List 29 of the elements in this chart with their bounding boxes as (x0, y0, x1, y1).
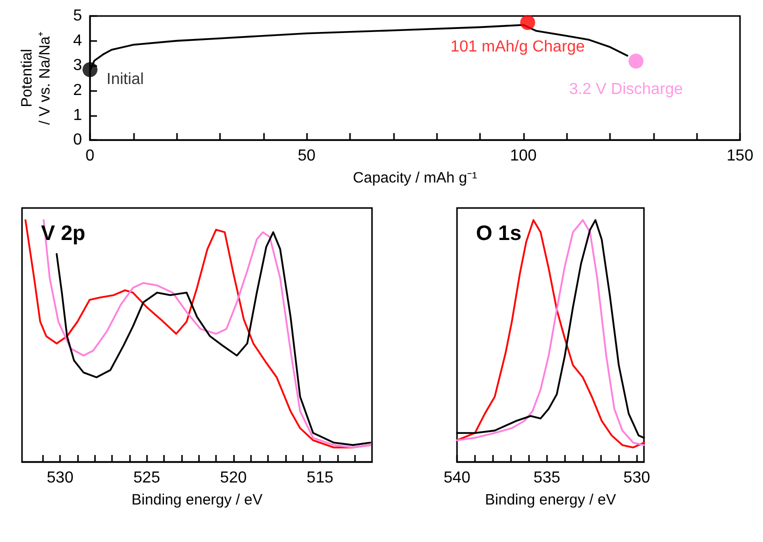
y-tick-label: 5 (73, 8, 82, 24)
x-tick-label: 520 (220, 470, 247, 486)
x-axis-title: Binding energy / eV (132, 491, 262, 508)
x-tick-label: 0 (86, 148, 95, 165)
chart-title: O 1s (476, 222, 522, 245)
y-tick-label: 1 (73, 106, 82, 124)
x-tick-label: 100 (510, 148, 537, 165)
y-axis-title: Potential / V vs. Na/Na⁺ (18, 31, 54, 125)
x-tick-label: 50 (298, 148, 316, 165)
x-axis-title: Binding energy / eV (485, 491, 616, 508)
point (520, 14, 536, 30)
y-tick-label: 2 (73, 82, 82, 99)
point (628, 54, 644, 69)
y-tick-label: 0 (73, 132, 82, 149)
series-label: 101 mAh/g Charge (450, 38, 585, 56)
x-tick-label: 530 (46, 470, 74, 486)
x-tick-label: 515 (306, 470, 334, 486)
y-tick-label: 4 (73, 32, 82, 50)
chart-title: V 2p (41, 222, 86, 245)
x-tick-label: 525 (133, 470, 160, 486)
x-tick-label: 530 (623, 470, 650, 486)
point (82, 62, 98, 78)
x-tick-label: 540 (444, 470, 470, 486)
x-tick-label: 535 (534, 470, 560, 486)
x-axis-title: Capacity / mAh g⁻¹ (352, 170, 478, 186)
y-tick-label: 3 (73, 57, 82, 74)
series-label: 3.2 V Discharge (569, 81, 684, 98)
series-label: Initial (106, 71, 144, 88)
x-tick-label: 150 (726, 148, 754, 165)
